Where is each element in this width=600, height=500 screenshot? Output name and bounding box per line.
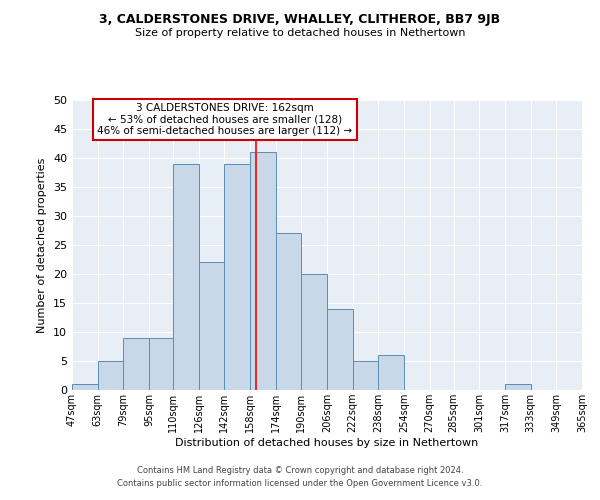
Bar [173, 164, 199, 390]
Bar [98, 361, 124, 390]
Text: 3 CALDERSTONES DRIVE: 162sqm
← 53% of detached houses are smaller (128)
46% of s: 3 CALDERSTONES DRIVE: 162sqm ← 53% of de… [97, 103, 353, 136]
Bar [353, 361, 379, 390]
Bar [124, 338, 149, 390]
Bar [379, 355, 404, 390]
Bar [275, 234, 301, 390]
Text: Contains HM Land Registry data © Crown copyright and database right 2024.
Contai: Contains HM Land Registry data © Crown c… [118, 466, 482, 487]
Bar [505, 384, 530, 390]
Bar [327, 309, 353, 390]
Text: Size of property relative to detached houses in Nethertown: Size of property relative to detached ho… [135, 28, 465, 38]
Y-axis label: Number of detached properties: Number of detached properties [37, 158, 47, 332]
Bar [72, 384, 98, 390]
Bar [199, 262, 224, 390]
Bar [149, 338, 173, 390]
Text: 3, CALDERSTONES DRIVE, WHALLEY, CLITHEROE, BB7 9JB: 3, CALDERSTONES DRIVE, WHALLEY, CLITHERO… [100, 12, 500, 26]
Bar [301, 274, 327, 390]
Bar [224, 164, 250, 390]
Bar [250, 152, 275, 390]
X-axis label: Distribution of detached houses by size in Nethertown: Distribution of detached houses by size … [175, 438, 479, 448]
